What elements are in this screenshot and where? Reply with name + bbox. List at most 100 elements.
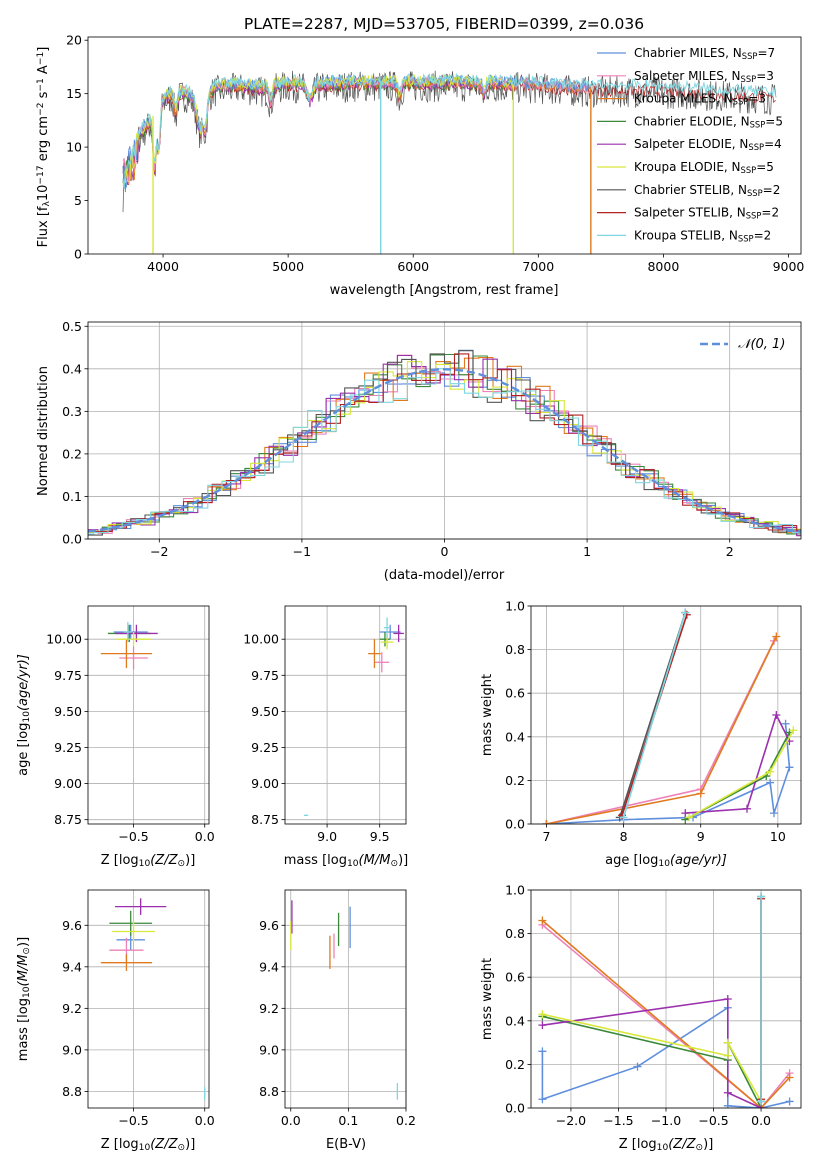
x-tick-label: 0.0 (195, 829, 215, 844)
label-part: )] (185, 853, 195, 868)
axes-frame (87, 36, 802, 255)
legend-label: 𝒩(0, 1) (738, 337, 785, 352)
label-part: SSP (742, 51, 758, 61)
y-tick-label: 8.8 (62, 1084, 82, 1099)
x-tick-label: 6000 (397, 259, 429, 274)
label-part: −1 (36, 78, 46, 91)
x-tick-label: 0 (441, 544, 449, 559)
y-tick-label: 0.8 (505, 926, 525, 941)
label-part: =5 (756, 160, 774, 174)
series-point (538, 1021, 547, 1030)
label-part: Z [log (101, 853, 139, 868)
histogram-step (88, 368, 801, 535)
x-axis-label: Z [log10(Z/Z⊙)] (101, 1137, 196, 1153)
label-part: =5 (765, 114, 783, 128)
x-axis-label: wavelength [Angstrom, rest frame] (330, 283, 559, 298)
spectrum-line (122, 72, 777, 189)
x-tick-label: −1.0 (651, 1113, 681, 1128)
y-tick-label: 8.75 (251, 812, 279, 827)
x-tick-label: 1 (583, 544, 591, 559)
y-tick-label: 0.5 (62, 319, 82, 334)
x-tick-label: 7 (542, 829, 550, 844)
label-part: −1 (36, 52, 46, 65)
x-tick-label: 8 (620, 829, 628, 844)
label-part: SSP (750, 119, 766, 129)
label-part: )] (185, 1137, 195, 1152)
series-point (538, 1047, 547, 1056)
series-point (696, 789, 705, 798)
label-part: 10 (22, 986, 32, 998)
label-part: SSP (741, 165, 757, 175)
y-tick-label: 9.75 (54, 668, 82, 683)
x-axis-label: age [log10(age/yr)] (605, 853, 727, 869)
y-tick-label: 5 (74, 193, 82, 208)
panel-mass_vs_ebv: 0.0 0.1 0.2 8.8 9.0 9.2 9.4 9.6 E(B-V) (259, 889, 416, 1152)
label-part: (M/M (16, 955, 31, 987)
x-tick-label: 9 (697, 829, 705, 844)
x-tick-label: 10 (770, 829, 786, 844)
y-tick-label: 9.75 (251, 668, 279, 683)
y-tick-label: 9.50 (54, 704, 82, 719)
label-part: ⊙ (696, 1143, 704, 1153)
y-tick-label: 15 (66, 86, 82, 101)
label-part: mass [log (16, 998, 31, 1061)
y-axis-label: mass [log10(M/M⊙)] (16, 937, 32, 1061)
legend-label: Kroupa STELIB, NSSP=2 (634, 228, 771, 243)
axes-frame (284, 605, 407, 825)
series-point (757, 892, 766, 901)
histogram-step (88, 349, 801, 532)
label-part: SSP (748, 142, 764, 152)
series-point (723, 995, 732, 1003)
series-point (766, 778, 775, 787)
x-tick-label: −0.5 (698, 1113, 728, 1128)
label-part: ⊙ (390, 859, 398, 869)
x-tick-label: 4000 (147, 259, 179, 274)
series-point (619, 813, 628, 822)
y-tick-label: 0.4 (505, 1013, 525, 1028)
label-part: =7 (757, 46, 775, 60)
y-tick-label: 8.75 (54, 812, 82, 827)
x-tick-label: 7000 (522, 259, 554, 274)
plot-area (290, 900, 399, 1100)
x-axis-label: mass [log10(M/M⊙)] (284, 853, 408, 869)
series-point (685, 813, 694, 822)
series-point (723, 1051, 732, 1060)
label-part: =3 (756, 69, 774, 83)
y-axis-label: Normed distribution (36, 366, 51, 496)
axes-frame (284, 889, 407, 1109)
plot-area (542, 608, 798, 824)
x-tick-label: −0.5 (118, 1113, 148, 1128)
series-point (538, 1010, 547, 1019)
series-line (541, 919, 791, 1108)
x-tick-label: 0.2 (396, 1113, 416, 1128)
y-tick-label: 9.2 (62, 1001, 82, 1016)
series-line (542, 1013, 762, 1102)
panel-weight_vs_Z: −2.0 −1.5 −1.0 −0.5 0.0 0.0 0.2 0.4 0.6 0.8 1.0 Z [… (480, 883, 802, 1153)
series-line (622, 612, 687, 818)
x-axis-label: (data-model)/error (384, 568, 505, 583)
label-part: 10 (347, 859, 359, 869)
histogram-step (88, 353, 801, 533)
y-tick-label: 0.8 (505, 642, 525, 657)
y-tick-label: 0.3 (62, 404, 82, 419)
y-tick-label: 9.00 (251, 776, 279, 791)
series-point (770, 809, 778, 818)
series-point (785, 763, 794, 772)
label-part: age [log (605, 853, 658, 868)
label-part: mass [log (284, 853, 347, 868)
y-tick-label: 0.6 (505, 686, 525, 701)
y-tick-label: 0.1 (62, 489, 82, 504)
plot-area (88, 349, 801, 537)
series-point (681, 608, 690, 617)
x-tick-label: 5000 (272, 259, 304, 274)
series-point (538, 1095, 547, 1104)
label-part: =2 (754, 228, 772, 242)
y-tick-label: 9.4 (62, 959, 82, 974)
series-point (781, 719, 790, 728)
y-tick-label: 0 (74, 247, 82, 262)
series-point (723, 1088, 732, 1097)
label-part: SSP (746, 211, 762, 221)
x-tick-label: −0.5 (118, 829, 148, 844)
label-part: Chabrier STELIB, N (634, 183, 747, 197)
x-tick-label: −2.0 (556, 1113, 586, 1128)
